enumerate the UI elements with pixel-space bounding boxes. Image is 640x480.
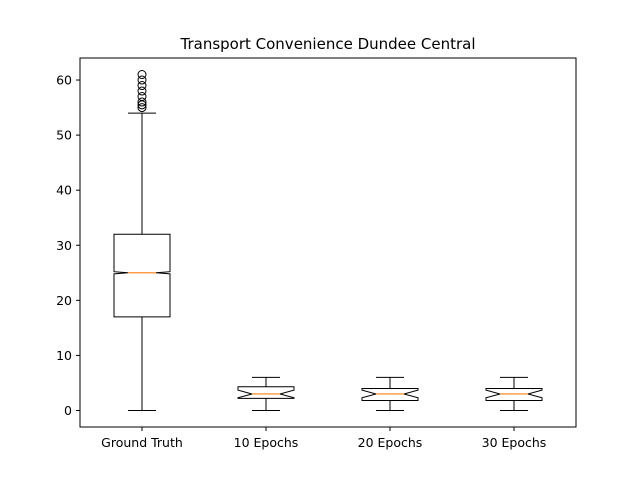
y-tick-label-60: 60 bbox=[56, 73, 72, 88]
box-20-epochs bbox=[361, 387, 419, 402]
axes-frame bbox=[79, 57, 577, 428]
box-30-epochs bbox=[485, 387, 543, 402]
y-tick-label-40: 40 bbox=[56, 183, 72, 198]
plot-area: 0 10 20 30 40 50 60 Ground Truth 10 Epochs 20 Epo… bbox=[56, 57, 577, 450]
y-tick-label-20: 20 bbox=[56, 293, 72, 308]
y-tick-label-30: 30 bbox=[56, 238, 72, 253]
x-tick-label-30-epochs: 30 Epochs bbox=[482, 435, 547, 450]
outlier-ground-truth-0 bbox=[137, 103, 147, 113]
x-tick-label-ground-truth: Ground Truth bbox=[101, 435, 183, 450]
box-ground-truth bbox=[113, 233, 171, 318]
outlier-ground-truth-4 bbox=[137, 86, 147, 96]
y-tick-label-10: 10 bbox=[56, 348, 72, 363]
y-tick-label-0: 0 bbox=[64, 403, 72, 418]
x-tick-label-10-epochs: 10 Epochs bbox=[234, 435, 299, 450]
outlier-ground-truth-3 bbox=[137, 92, 147, 102]
x-tick-label-20-epochs: 20 Epochs bbox=[358, 435, 423, 450]
box-10-epochs bbox=[237, 386, 295, 399]
outlier-ground-truth-5 bbox=[137, 81, 147, 91]
outlier-ground-truth-7 bbox=[137, 70, 147, 80]
chart-title: Transport Convenience Dundee Central bbox=[180, 35, 476, 53]
outlier-ground-truth-2 bbox=[137, 97, 147, 107]
outlier-ground-truth-6 bbox=[137, 75, 147, 85]
y-tick-label-50: 50 bbox=[56, 128, 72, 143]
